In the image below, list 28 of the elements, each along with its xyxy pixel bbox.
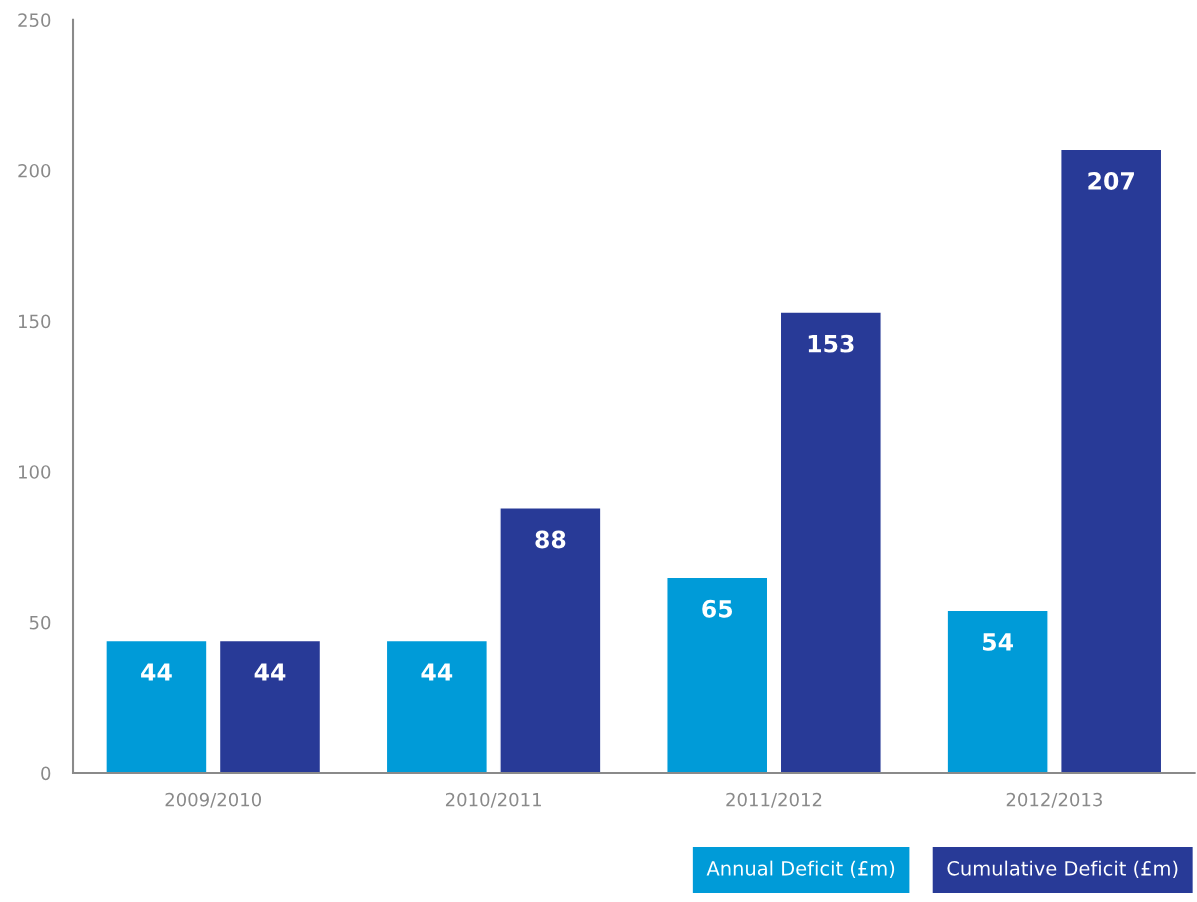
bar [105,639,208,774]
y-tick-label: 100 [19,465,51,479]
bar [1060,148,1163,774]
text: Cumulative Deficit (£m) [947,860,1178,878]
data-label: 153 [808,334,854,353]
data-label: 44 [421,663,453,681]
bar [946,609,1049,774]
bar [666,576,769,774]
data-label: 65 [702,599,733,618]
bar [218,639,322,774]
bar [385,639,488,774]
y-tick-label: 0 [41,766,51,781]
bar [779,311,882,774]
bar [499,507,602,774]
text: Annual Deficit (£m) [706,860,895,878]
y-tick-label: 200 [18,163,51,178]
x-tick-label: 2012/2013 [1006,792,1102,808]
y-tick-label: 50 [29,615,51,630]
x-tick-label: 2010/2011 [445,792,541,808]
data-label: 54 [983,633,1013,651]
y-tick-label: 250 [18,13,51,27]
data-label: 88 [535,530,566,549]
y-tick-label: 150 [19,314,51,329]
data-label: 207 [1088,172,1134,190]
data-label: 44 [254,663,286,681]
x-tick-label: 2009/2010 [165,792,262,808]
x-tick-label: 2011/2012 [726,792,822,808]
data-label: 44 [141,663,172,681]
